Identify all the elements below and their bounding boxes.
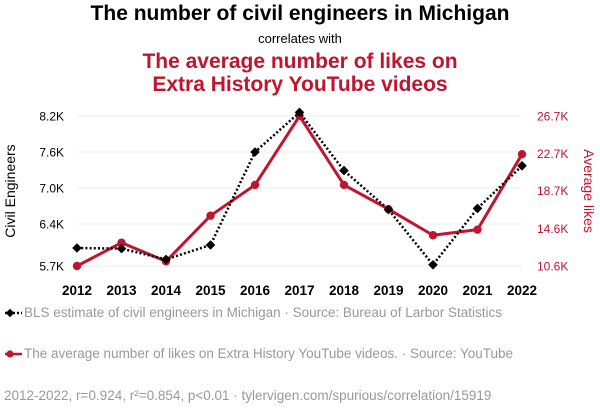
legend-item-series1: BLS estimate of civil engineers in Michi… <box>4 305 564 321</box>
series-likes-line <box>76 114 524 268</box>
x-tick-label: 2012 <box>62 283 92 298</box>
right-tick-label: 18.7K <box>537 184 568 198</box>
legend-item-series2: The average number of likes on Extra His… <box>4 346 564 362</box>
series-engineers-point <box>339 165 349 176</box>
right-axis-label: Average likes <box>581 149 597 233</box>
right-tick-label: 14.6K <box>537 222 568 236</box>
x-tick-label: 2018 <box>329 283 360 298</box>
x-tick-label: 2020 <box>418 283 448 298</box>
x-tick-label: 2019 <box>373 283 403 298</box>
title2-line2: Extra History YouTube videos <box>152 73 448 96</box>
legend-label-series1: BLS estimate of civil engineers in Michi… <box>24 305 502 320</box>
gridlines <box>77 115 522 267</box>
left-tick-label: 7.0K <box>39 182 64 196</box>
left-tick-label: 6.4K <box>39 218 64 232</box>
chart-subtitle: correlates with <box>258 31 342 46</box>
series-engineers-point <box>428 259 438 270</box>
legend-swatch-series2 <box>5 350 22 358</box>
x-tick-label: 2016 <box>240 283 271 298</box>
series-likes-point <box>117 238 126 247</box>
series-likes-point <box>72 261 82 271</box>
series-likes-point <box>473 225 482 234</box>
right-axis-ticks: 26.7K 22.7K 18.7K 14.6K 10.6K <box>537 110 568 274</box>
series-engineers-line <box>76 110 523 267</box>
x-tick-label: 2013 <box>106 283 137 298</box>
series-likes-point <box>206 211 215 220</box>
left-tick-label: 5.7K <box>39 260 64 274</box>
series-likes-point <box>428 231 438 240</box>
x-tick-label: 2017 <box>284 283 314 298</box>
x-tick-label: 2015 <box>195 283 226 298</box>
right-tick-label: 10.6K <box>537 260 568 274</box>
series-likes-point <box>339 180 349 190</box>
x-axis-ticks: 2012 2013 2014 2015 2016 2017 2018 2019 2020 2021… <box>62 283 537 298</box>
x-tick-label: 2022 <box>507 283 537 298</box>
series-engineers-point <box>205 240 216 250</box>
right-tick-label: 22.7K <box>537 147 568 161</box>
series-engineers-point <box>72 243 82 253</box>
left-axis-ticks: 8.2K 7.6K 7.0K 6.4K 5.7K <box>39 110 64 274</box>
title2-line1: The average number of likes on <box>142 50 458 73</box>
chart-title: The number of civil engineers in Michiga… <box>90 2 510 25</box>
series-engineers-point <box>383 204 394 215</box>
left-axis-label: Civil Engineers <box>2 144 18 237</box>
series-likes-point <box>517 149 527 159</box>
series-likes-point <box>250 180 260 190</box>
left-tick-label: 7.6K <box>39 146 64 160</box>
x-tick-label: 2021 <box>462 283 493 298</box>
chart-title-secondary: The average number of likes on Extra His… <box>0 50 600 96</box>
left-tick-label: 8.2K <box>39 110 64 124</box>
series-engineers-point <box>161 254 171 265</box>
series-group <box>72 107 527 271</box>
right-tick-label: 26.7K <box>537 110 568 124</box>
x-tick-label: 2014 <box>151 283 182 298</box>
chart-footer: 2012-2022, r=0.924, r²=0.854, p<0.01 · t… <box>4 388 492 403</box>
legend-label-series2: The average number of likes on Extra His… <box>24 346 514 361</box>
legend-swatch-series1 <box>5 308 22 318</box>
